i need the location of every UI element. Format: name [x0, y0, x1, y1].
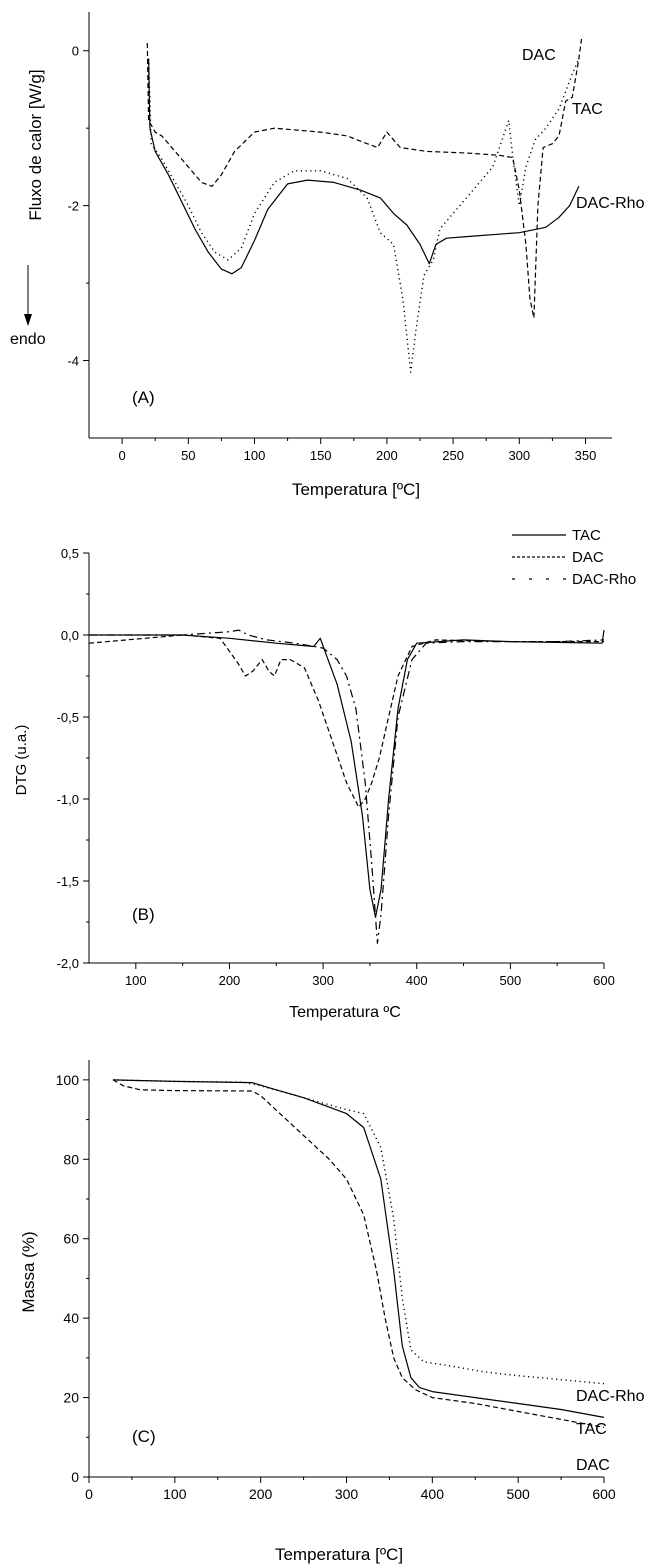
x-tick-label: 400 [406, 973, 428, 988]
y-tick-label: 60 [63, 1231, 79, 1247]
series-line-tac [113, 1080, 604, 1418]
y-axis-label: Fluxo de calor [W/g] [26, 69, 45, 220]
x-tick-label: 250 [442, 448, 464, 463]
x-tick-label: 300 [508, 448, 530, 463]
x-tick-label: 300 [312, 973, 334, 988]
axes [89, 1060, 604, 1477]
series-layer [113, 1080, 604, 1428]
series-labels: DAC TAC DAC-Rho [522, 47, 645, 212]
endo-arrow [24, 265, 32, 326]
series-line-dac-rho [113, 1080, 604, 1384]
x-tick-label: 150 [310, 448, 332, 463]
panel-label: (B) [132, 905, 155, 924]
y-axis-label: DTG (u.a.) [13, 725, 30, 796]
y-tick-label: -4 [67, 354, 79, 369]
x-tick-label: 200 [376, 448, 398, 463]
series-label-dac: DAC [576, 1457, 610, 1474]
x-tick-label: 500 [500, 973, 522, 988]
x-axis-label: Temperatura [ºC] [275, 1545, 403, 1564]
axes [89, 553, 604, 963]
series-label-tac: TAC [572, 101, 603, 118]
series-line-tac [89, 630, 604, 917]
y-tick-label: 40 [63, 1310, 79, 1326]
y-tick-label: 0 [71, 1469, 79, 1485]
y-tick-label: 0,0 [61, 628, 79, 643]
series-layer [147, 39, 581, 372]
x-tick-label: 100 [163, 1486, 187, 1502]
legend-label: DAC [572, 549, 604, 566]
x-tick-label: 500 [506, 1486, 530, 1502]
panel-label: (C) [132, 1427, 156, 1446]
series-label-tac: TAC [576, 1421, 607, 1438]
x-axis-label: Temperatura ºC [289, 1004, 401, 1021]
chart-panel-a: 0 50 100 150 200 250 300 350 -4 -2 0 DAC TAC DAC-Rho… [10, 12, 645, 499]
x-tick-label: 50 [181, 448, 195, 463]
series-layer [89, 630, 604, 943]
y-tick-label: 20 [63, 1390, 79, 1406]
x-tick-label: 200 [249, 1486, 273, 1502]
x-tick-label: 0 [85, 1486, 93, 1502]
y-tick-label: 0 [72, 44, 79, 59]
y-tick-label: 100 [56, 1072, 80, 1088]
chart-panel-c: 0 100 200 300 400 500 600 0 20 40 60 80 100 DAC-Rho T… [19, 1060, 645, 1564]
y-tick-label: -2,0 [57, 956, 79, 971]
x-tick-label: 600 [592, 1486, 616, 1502]
legend: TAC DAC DAC-Rho [512, 527, 636, 588]
y-tick-label: -1,5 [57, 874, 79, 889]
series-line-dac [113, 1080, 604, 1428]
x-tick-label: 300 [335, 1486, 359, 1502]
x-tick-label: 400 [421, 1486, 445, 1502]
series-label-dac-rho: DAC-Rho [576, 195, 645, 212]
y-tick-label: -1,0 [57, 792, 79, 807]
legend-label: TAC [572, 527, 601, 544]
legend-label: DAC-Rho [572, 571, 636, 588]
series-line-dac-rho [89, 630, 604, 943]
x-tick-label: 600 [593, 973, 615, 988]
axes [89, 12, 612, 438]
series-line-tac [149, 59, 579, 373]
y-tick-label: -2 [67, 199, 79, 214]
series-labels: DAC-Rho TAC DAC [576, 1388, 645, 1474]
x-tick-label: 0 [118, 448, 125, 463]
x-tick-label: 350 [575, 448, 597, 463]
y-tick-label: 0,5 [61, 546, 79, 561]
x-tick-label: 200 [219, 973, 241, 988]
y-axis-label: Massa (%) [19, 1231, 38, 1312]
x-tick-label: 100 [244, 448, 266, 463]
x-axis-label: Temperatura [ºC] [292, 480, 420, 499]
series-label-dac-rho: DAC-Rho [576, 1388, 645, 1405]
panel-label: (A) [132, 388, 155, 407]
series-line-dac [147, 39, 581, 318]
chart-panel-b: 100 200 300 400 500 600 0,5 0,0 -0,5 -1,0 -1,5 -2,0… [13, 527, 636, 1021]
y-tick-label: -0,5 [57, 710, 79, 725]
series-label-dac: DAC [522, 47, 556, 64]
y-tick-label: 80 [63, 1151, 79, 1167]
x-tick-label: 100 [125, 973, 147, 988]
endo-annotation: endo [10, 331, 46, 348]
